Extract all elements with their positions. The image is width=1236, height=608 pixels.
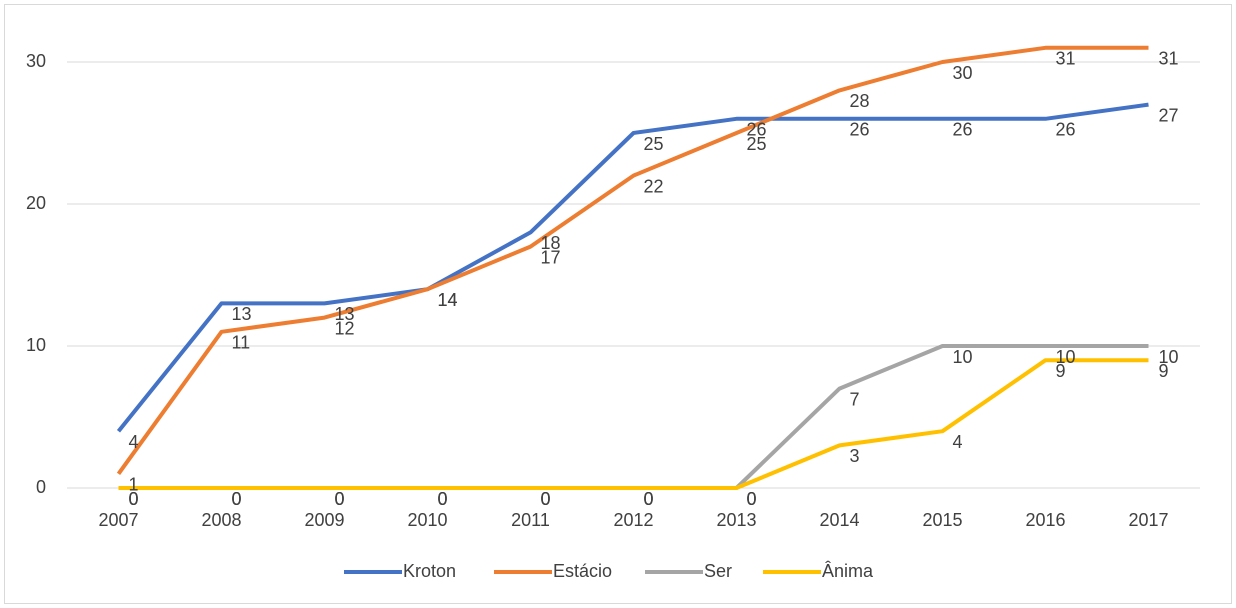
data-label: 26 — [1056, 120, 1076, 140]
x-tick-label: 2012 — [613, 510, 653, 530]
data-label: 10 — [1159, 347, 1179, 367]
x-tick-label: 2013 — [716, 510, 756, 530]
data-label: 0 — [541, 489, 551, 509]
x-tick-label: 2016 — [1025, 510, 1065, 530]
data-label: 30 — [953, 63, 973, 83]
data-label: 4 — [129, 432, 139, 452]
data-label: 26 — [747, 120, 767, 140]
legend-label: Estácio — [553, 561, 612, 581]
data-label: 4 — [953, 432, 963, 452]
data-label: 13 — [335, 304, 355, 324]
data-label: 11 — [232, 333, 251, 353]
data-label: 9 — [1056, 361, 1066, 381]
data-label: 10 — [1056, 347, 1076, 367]
data-label: 0 — [644, 489, 654, 509]
legend-label: Ser — [704, 561, 732, 581]
series-line — [118, 358, 1149, 490]
y-tick-label: 10 — [26, 335, 46, 355]
series-line — [116, 102, 1149, 433]
data-label: 31 — [1056, 49, 1076, 69]
data-label: 7 — [850, 389, 860, 409]
data-label: 25 — [747, 134, 767, 154]
data-label: 18 — [541, 233, 561, 253]
data-label: 28 — [850, 91, 870, 111]
x-tick-label: 2014 — [819, 510, 859, 530]
data-label: 0 — [438, 489, 448, 509]
x-tick-label: 2007 — [98, 510, 138, 530]
data-label: 26 — [850, 120, 870, 140]
data-label: 0 — [232, 489, 242, 509]
y-tick-label: 0 — [36, 477, 46, 497]
data-label: 3 — [850, 446, 860, 466]
data-label: 0 — [335, 489, 345, 509]
y-tick-label: 30 — [26, 51, 46, 71]
data-label: 0 — [129, 489, 139, 509]
legend-label: Ânima — [822, 561, 874, 581]
data-label: 22 — [644, 176, 664, 196]
data-label: 12 — [335, 318, 355, 338]
data-label: 0 — [438, 489, 448, 509]
x-tick-label: 2008 — [201, 510, 241, 530]
x-tick-label: 2011 — [511, 510, 550, 530]
data-label: 0 — [747, 489, 757, 509]
data-label: 27 — [1159, 105, 1179, 125]
data-label: 0 — [644, 489, 654, 509]
data-label: 9 — [1159, 361, 1169, 381]
legend-label: Kroton — [403, 561, 456, 581]
data-label: 14 — [438, 290, 458, 310]
data-label: 17 — [541, 247, 561, 267]
data-label: 25 — [644, 134, 664, 154]
data-label: 0 — [747, 489, 757, 509]
data-label: 26 — [953, 120, 973, 140]
data-label: 0 — [335, 489, 345, 509]
data-label: 0 — [541, 489, 551, 509]
x-tick-label: 2015 — [922, 510, 962, 530]
data-label: 31 — [1159, 49, 1179, 69]
x-tick-label: 2009 — [304, 510, 344, 530]
series-line — [116, 45, 1149, 475]
data-label: 0 — [232, 489, 242, 509]
y-tick-label: 20 — [26, 193, 46, 213]
data-label: 0 — [129, 489, 139, 509]
x-tick-label: 2017 — [1128, 510, 1168, 530]
chart-frame — [4, 4, 1232, 604]
data-label: 13 — [232, 304, 252, 324]
data-label: 14 — [438, 290, 458, 310]
data-label: 10 — [953, 347, 973, 367]
data-label: 1 — [129, 475, 139, 495]
x-tick-label: 2010 — [407, 510, 447, 530]
